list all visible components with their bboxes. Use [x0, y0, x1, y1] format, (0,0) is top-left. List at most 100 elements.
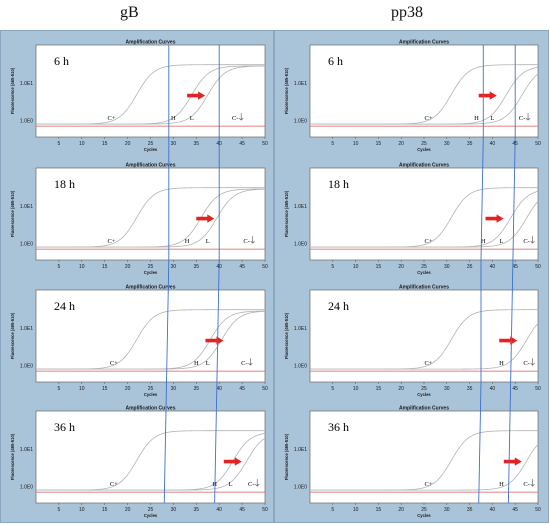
sample-label: C-: [248, 481, 255, 488]
y-tick-label: 1.0E1: [294, 81, 307, 87]
sample-label: C+: [108, 238, 116, 245]
red-arrow-icon: [503, 457, 522, 466]
sample-label: L: [500, 238, 504, 245]
sample-label: L: [206, 360, 210, 367]
sample-label: L: [190, 115, 194, 122]
x-tick-label: 5: [331, 141, 334, 147]
y-tick-label: 1.0E0: [20, 364, 33, 370]
sample-label: L: [206, 238, 210, 245]
time-label: 6 h: [54, 54, 69, 68]
panel-title: Amplification Curves: [399, 163, 449, 169]
y-tick-label: 1.0E1: [20, 447, 33, 453]
sample-label: H: [474, 115, 479, 122]
y-tick-label: 1.0E0: [20, 242, 33, 248]
sample-label: C-: [523, 360, 530, 367]
sample-label: L: [490, 115, 494, 122]
x-tick-label: 50: [262, 386, 268, 392]
curve-l: [36, 188, 266, 248]
red-arrow-icon: [485, 214, 504, 223]
x-tick-label: 15: [376, 386, 382, 392]
curve-l: [36, 310, 266, 370]
y-tick-label: 1.0E0: [294, 364, 307, 370]
chart-panel-gb-18h: Amplification Curves 1.0E1 1.0E0 Fluorescen…: [10, 163, 268, 276]
time-label: 18 h: [328, 177, 349, 191]
x-tick-label: 20: [125, 386, 131, 392]
down-arrow-icon: [238, 113, 244, 121]
time-label: 24 h: [54, 299, 75, 313]
x-tick-label: 10: [79, 264, 85, 270]
x-tick-label: 35: [467, 264, 473, 270]
down-arrow-icon: [248, 358, 253, 366]
x-tick-label: 25: [421, 141, 427, 147]
panel-title: Amplification Curves: [399, 406, 449, 412]
x-tick-label: 30: [171, 141, 177, 147]
x-tick-label: 5: [58, 386, 61, 392]
x-tick-label: 30: [444, 386, 450, 392]
time-label: 6 h: [328, 54, 343, 68]
y-tick-label: 1.0E1: [20, 81, 33, 87]
y-tick-label: 1.0E1: [294, 447, 307, 453]
y-axis-title: Fluorescence (465-510): [284, 67, 289, 114]
y-tick-label: 1.0E1: [20, 204, 33, 210]
x-tick-label: 5: [58, 507, 61, 513]
x-tick-label: 20: [125, 264, 131, 270]
curve-h: [310, 443, 539, 491]
y-tick-label: 1.0E0: [20, 485, 33, 491]
sample-label: C-: [243, 238, 250, 245]
y-axis-title: Fluorescence (465-510): [284, 433, 289, 480]
sample-label: C+: [425, 481, 433, 488]
x-tick-label: 30: [171, 264, 177, 270]
x-tick-label: 20: [398, 386, 404, 392]
y-tick-label: 1.0E0: [294, 485, 307, 491]
x-tick-label: 10: [79, 386, 85, 392]
plot-area: [35, 44, 266, 138]
panel-title: Amplification Curves: [125, 40, 175, 46]
x-tick-label: 5: [331, 507, 334, 513]
x-tick-label: 50: [535, 386, 541, 392]
plot-area: [35, 167, 266, 261]
sample-label: C+: [108, 115, 116, 122]
red-arrow-icon: [196, 214, 215, 223]
x-tick-label: 25: [421, 386, 427, 392]
x-tick-label: 5: [58, 264, 61, 270]
chart-panel-pp38-36h: Amplification Curves 1.0E1 1.0E0 Fluorescen…: [284, 406, 541, 519]
x-tick-label: 40: [490, 141, 496, 147]
x-tick-label: 10: [79, 141, 85, 147]
panel-title: Amplification Curves: [125, 406, 175, 412]
x-tick-label: 50: [262, 141, 268, 147]
x-tick-label: 35: [194, 507, 200, 513]
sample-label: C-: [232, 115, 239, 122]
y-axis-title: Fluorescence (465-510): [284, 312, 289, 359]
sample-label: C-: [241, 360, 248, 367]
down-arrow-icon: [530, 236, 535, 244]
x-tick-label: 5: [58, 141, 61, 147]
x-axis-title: Cycles: [417, 513, 431, 518]
panel-title: Amplification Curves: [399, 40, 449, 46]
red-arrow-icon: [205, 336, 224, 345]
curve-l: [36, 65, 266, 125]
x-tick-label: 20: [398, 141, 404, 147]
curve-l: [310, 73, 539, 125]
x-tick-label: 20: [125, 141, 131, 147]
x-tick-label: 15: [376, 141, 382, 147]
x-tick-label: 30: [171, 386, 177, 392]
down-arrow-icon: [525, 113, 531, 121]
x-tick-label: 10: [353, 507, 359, 513]
x-tick-label: 30: [444, 264, 450, 270]
x-axis-title: Cycles: [144, 270, 158, 275]
x-tick-label: 25: [148, 264, 154, 270]
guide-line-gb-1: [214, 45, 220, 504]
x-tick-label: 40: [216, 507, 222, 513]
sample-label: H: [499, 360, 504, 367]
x-tick-label: 20: [125, 507, 131, 513]
x-tick-label: 40: [490, 264, 496, 270]
sample-label: C+: [425, 115, 433, 122]
x-tick-label: 50: [535, 264, 541, 270]
x-tick-label: 45: [512, 507, 518, 513]
x-tick-label: 20: [398, 264, 404, 270]
y-tick-label: 1.0E0: [294, 119, 307, 125]
down-arrow-icon: [250, 236, 255, 244]
x-tick-label: 15: [102, 264, 108, 270]
panel-title: Amplification Curves: [399, 285, 449, 291]
y-tick-label: 1.0E0: [20, 119, 33, 125]
